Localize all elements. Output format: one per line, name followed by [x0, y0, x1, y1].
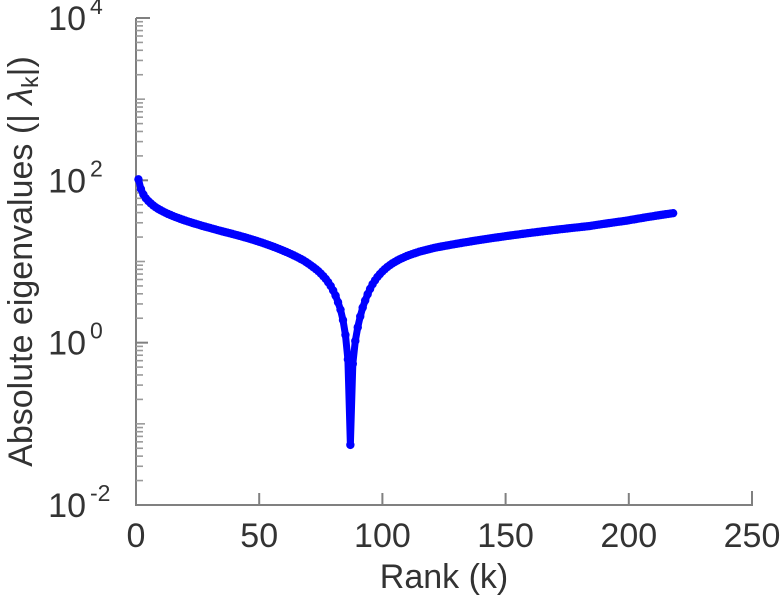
y-tick-exponent: -2 — [90, 480, 110, 506]
x-tick-label: 250 — [724, 517, 781, 555]
x-axis-title: Rank (k) — [380, 558, 508, 596]
x-tick-label: 0 — [127, 517, 146, 555]
y-tick-label: 10 2 — [48, 155, 103, 200]
y-axis-title-text: Absolute eigenvalues (| λk|) — [2, 56, 43, 467]
data-series — [134, 175, 678, 450]
axis-titles: Rank (k) Absolute eigenvalues (| λk|) — [2, 56, 508, 596]
x-tick-label: 100 — [354, 517, 411, 555]
data-point-marker — [333, 298, 343, 307]
data-point-marker — [338, 315, 348, 325]
data-point-marker — [353, 323, 362, 332]
x-tick-label: 200 — [600, 517, 657, 555]
data-point-marker — [351, 336, 360, 346]
axis-ticks — [135, 17, 753, 506]
y-tick-mantissa: 10 — [48, 162, 86, 200]
y-tick-exponent: 4 — [90, 0, 103, 19]
y-axis-title: Absolute eigenvalues (| λk|) — [2, 56, 43, 467]
data-point-marker — [341, 330, 350, 339]
x-tick-label: 150 — [477, 517, 534, 555]
y-tick-mantissa: 10 — [48, 0, 86, 38]
y-tick-label: 10 -2 — [48, 480, 110, 525]
data-point-marker — [356, 312, 365, 321]
data-point-marker — [358, 303, 367, 312]
data-point-marker — [348, 359, 358, 368]
data-point-marker — [346, 440, 355, 450]
y-tick-mantissa: 10 — [48, 487, 86, 525]
x-tick-label: 50 — [240, 517, 278, 555]
axis-frame — [135, 17, 753, 506]
data-point-marker — [134, 175, 143, 184]
axis-frame-line — [135, 17, 753, 506]
data-point-marker — [360, 296, 370, 305]
data-point-marker — [668, 208, 678, 218]
y-tick-mantissa: 10 — [48, 325, 86, 363]
y-tick-exponent: 2 — [90, 155, 103, 181]
series-line — [134, 175, 677, 449]
data-point-marker — [331, 291, 340, 300]
data-point-marker — [336, 305, 345, 314]
y-tick-exponent: 0 — [90, 318, 103, 344]
x-tick-labels: 0 50 100 150 200 250 — [127, 517, 781, 555]
y-tick-label: 10 4 — [48, 0, 103, 38]
y-tick-label: 10 0 — [48, 318, 103, 363]
